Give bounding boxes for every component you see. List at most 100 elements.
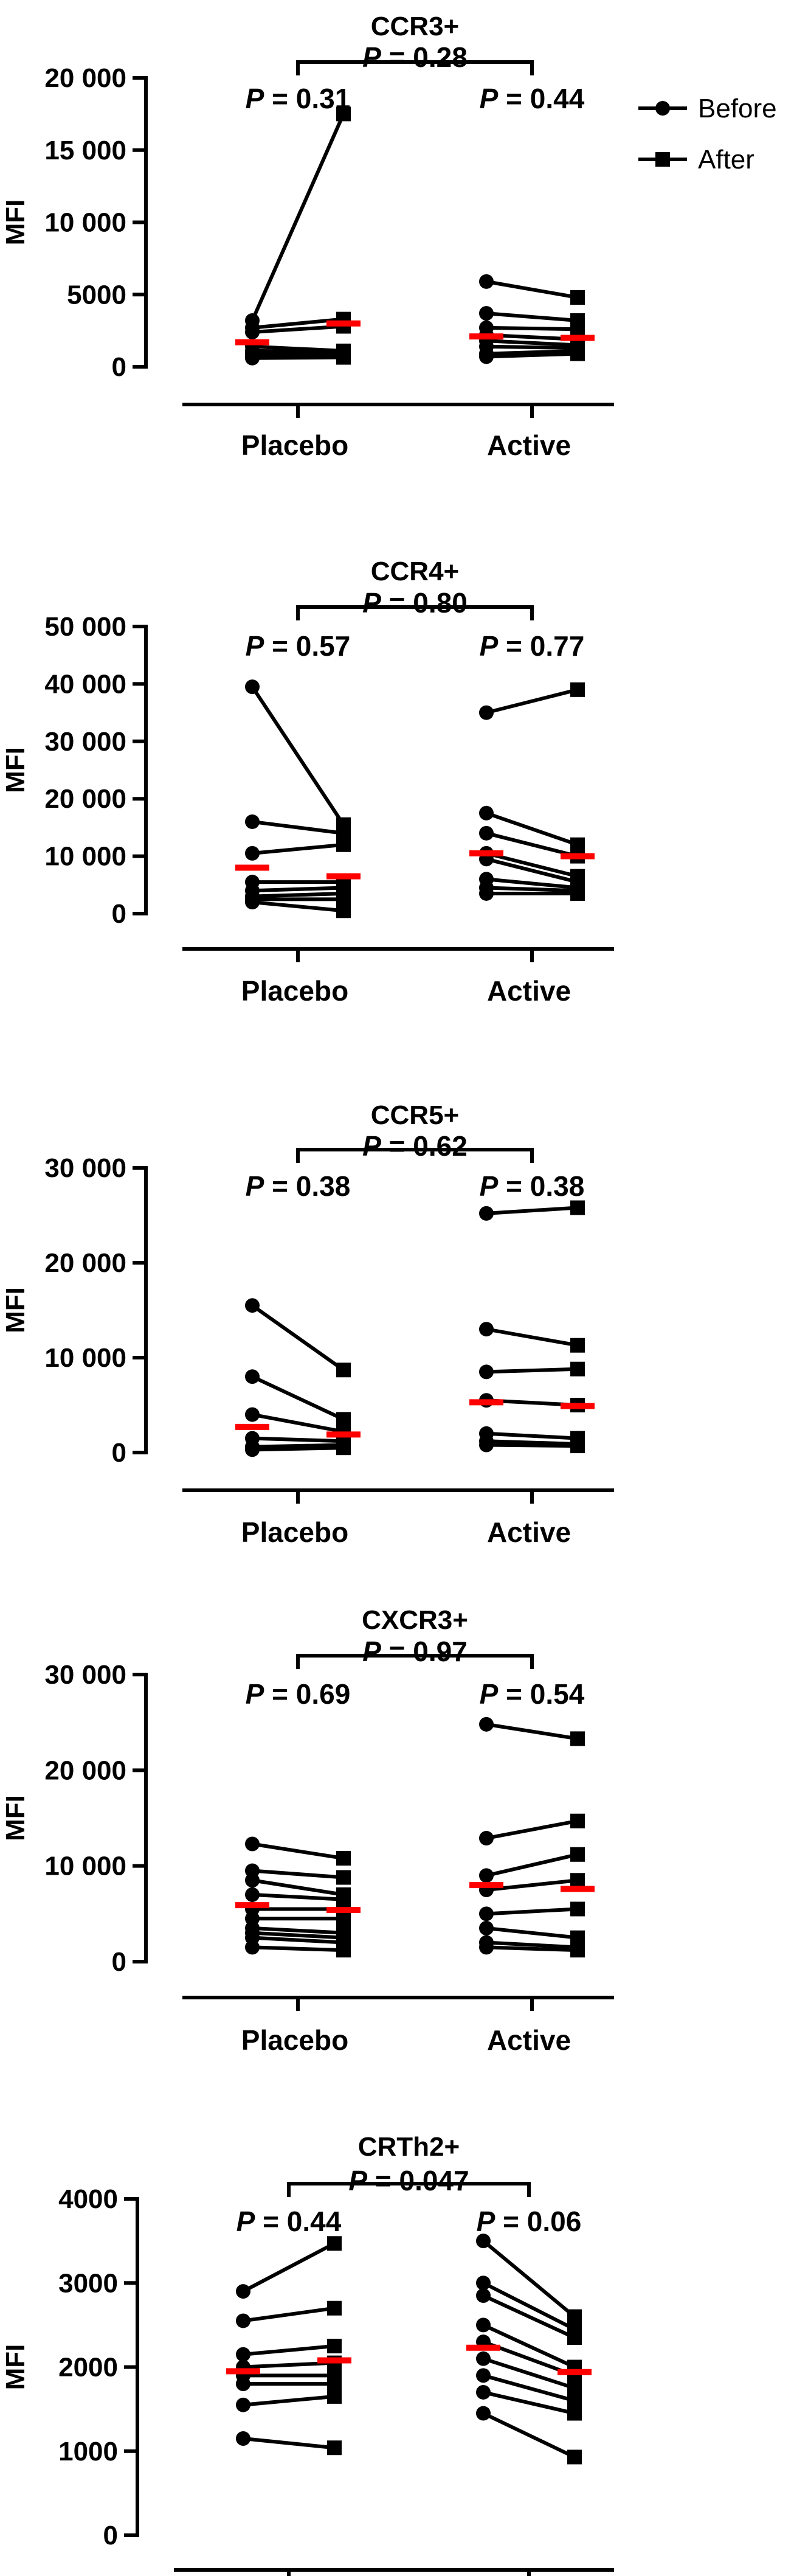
point-before	[479, 1364, 494, 1380]
y-tick-label: 0	[112, 1438, 126, 1468]
pair-line	[243, 2361, 335, 2369]
pair-line	[243, 2306, 335, 2323]
point-after	[570, 346, 585, 361]
y-tick-label: 3000	[58, 2268, 118, 2298]
panel-crth2-plus: CRTh2+01000200030004000MFIPlaceboActiveP…	[1, 2132, 614, 2576]
point-before	[476, 2368, 491, 2383]
y-axis-label: MFI	[1, 1287, 30, 1333]
x-tick-label-active: Active	[487, 975, 571, 1007]
pair-line	[252, 1878, 344, 1897]
pair-line	[482, 2239, 576, 2318]
p-value-between: P = 0.62	[362, 1130, 468, 1162]
pair-line	[486, 279, 578, 299]
y-tick-label: 20 000	[44, 784, 126, 814]
chart-title: CCR5+	[371, 1100, 460, 1130]
point-before	[476, 2317, 491, 2333]
pair-line	[252, 324, 344, 334]
pair-line	[486, 1439, 578, 1446]
point-before	[476, 2276, 491, 2291]
point-after	[570, 886, 585, 901]
pair-line	[250, 113, 345, 322]
pair-line	[486, 325, 578, 332]
significance-bracket	[296, 605, 534, 620]
point-after	[336, 350, 351, 365]
y-tick-label: 50 000	[44, 612, 126, 642]
x-tick-label-placebo: Placebo	[241, 975, 348, 1007]
point-after	[570, 1361, 585, 1377]
point-before	[476, 2406, 491, 2421]
point-after	[336, 1870, 351, 1885]
pair-line	[486, 1443, 578, 1448]
pair-line	[482, 2294, 576, 2339]
point-after	[570, 1901, 585, 1917]
significance-bracket	[296, 60, 534, 75]
point-before	[245, 1369, 260, 1384]
point-before	[479, 274, 494, 289]
p-value-placebo: P = 0.44	[236, 2206, 342, 2237]
y-tick-label: 20 000	[44, 1755, 126, 1785]
y-tick-label: 2000	[58, 2353, 118, 2383]
point-before	[245, 1887, 260, 1902]
pair-line	[486, 811, 578, 847]
y-tick-label: 1000	[58, 2437, 118, 2467]
x-tick-label-placebo: Placebo	[241, 2024, 348, 2056]
point-before	[236, 2313, 250, 2328]
chart-title: CXCR3+	[362, 1605, 468, 1635]
point-after	[336, 1440, 351, 1456]
point-before	[479, 1831, 494, 1846]
legend-label-after: After	[698, 145, 754, 175]
y-tick-label: 0	[103, 2521, 118, 2550]
pair-line	[483, 2390, 575, 2415]
point-before	[245, 1298, 260, 1313]
pair-line	[486, 352, 578, 359]
point-before	[479, 1906, 494, 1922]
point-after	[336, 1363, 351, 1378]
point-before	[479, 825, 494, 841]
point-after	[336, 106, 351, 122]
pair-line	[486, 1878, 578, 1892]
point-before	[479, 886, 494, 901]
point-after	[567, 2449, 582, 2465]
x-tick-label-placebo: Placebo	[241, 429, 348, 461]
point-before	[245, 1836, 260, 1852]
point-after	[570, 1847, 585, 1862]
point-after	[570, 1731, 585, 1746]
point-after	[567, 2393, 582, 2408]
point-before	[479, 1437, 494, 1453]
point-after	[327, 2300, 342, 2316]
pair-line	[486, 857, 578, 884]
point-before	[245, 1442, 260, 1457]
point-before	[476, 2288, 491, 2303]
point-after	[336, 1911, 351, 1926]
pair-line	[242, 2241, 336, 2293]
y-tick-label: 4000	[58, 2184, 118, 2214]
pair-line	[252, 842, 344, 855]
p-value-active: P = 0.44	[480, 83, 585, 114]
point-after	[570, 1943, 585, 1958]
point-after	[570, 1439, 585, 1454]
y-tick-label: 0	[112, 1947, 126, 1977]
y-tick-label: 0	[112, 352, 126, 382]
p-value-placebo: P = 0.69	[246, 1678, 351, 1710]
point-after	[570, 1813, 585, 1828]
point-before	[245, 325, 260, 339]
point-after	[567, 2381, 582, 2396]
chart-panels: CCR3+ 0 5000 10 000 15 000 20 000 MFI Placebo Ac…	[1, 12, 614, 2576]
y-tick-label: 5000	[67, 280, 126, 310]
p-value-placebo: P = 0.57	[246, 630, 351, 662]
point-after	[327, 2236, 342, 2251]
pair-line	[252, 349, 344, 354]
x-tick-label-active: Active	[487, 2024, 571, 2056]
x-tick-label-placebo: Placebo	[241, 1516, 348, 1548]
pair-line	[486, 311, 578, 322]
pair-line	[486, 687, 578, 715]
legend-marker-after	[655, 152, 670, 167]
point-before	[479, 1717, 494, 1732]
panel-ccr5-plus: CCR5+ 0 10 000 20 000 30 000 MFI Placebo Active…	[1, 1100, 614, 1548]
point-before	[479, 1868, 494, 1883]
pair-line	[252, 819, 344, 835]
pair-line	[486, 1431, 578, 1440]
point-before	[236, 2347, 250, 2362]
pair-line	[251, 1304, 345, 1372]
pair-line	[486, 349, 578, 356]
